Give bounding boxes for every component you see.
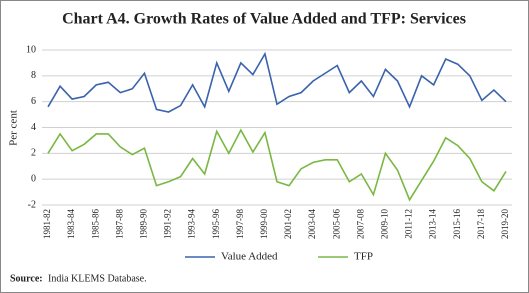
x-tick-label: 1987-88 xyxy=(114,209,124,239)
y-tick-label: 8 xyxy=(31,70,36,81)
x-tick-label: 2005-06 xyxy=(331,209,341,239)
y-tick-label: 2 xyxy=(31,148,36,159)
x-tick-label: 2003-04 xyxy=(307,209,317,239)
x-tick-label: 2011-12 xyxy=(404,209,414,239)
x-tick-label: 1993-94 xyxy=(187,209,197,239)
source-label: Source: xyxy=(10,273,43,284)
legend-label: TFP xyxy=(354,251,373,263)
chart-title: Chart A4. Growth Rates of Value Added an… xyxy=(62,11,466,28)
data-line xyxy=(47,51,507,113)
x-tick-label: 2001-02 xyxy=(283,209,293,239)
y-axis-label: Per cent xyxy=(8,110,20,146)
data-line xyxy=(47,128,507,202)
x-tick-label: 1985-86 xyxy=(90,209,100,239)
x-tick-label: 1983-84 xyxy=(66,209,76,239)
y-tick-label: 4 xyxy=(31,122,36,133)
x-tick-label: 1997-98 xyxy=(235,209,245,239)
x-tick-label: 2009-10 xyxy=(380,209,390,239)
y-tick-label: 10 xyxy=(26,44,36,55)
x-tick-label: 1981-82 xyxy=(42,209,52,239)
x-tick-label: 2013-14 xyxy=(428,209,438,239)
y-tick-label: 6 xyxy=(31,96,36,107)
x-tick-label: 2015-16 xyxy=(452,209,462,239)
x-tick-label: 1999-00 xyxy=(259,209,269,239)
x-tick-label: 2017-18 xyxy=(476,209,486,239)
x-tick-label: 1991-92 xyxy=(163,209,173,239)
y-tick-label: 0 xyxy=(31,173,36,184)
y-tick-label: -2 xyxy=(28,199,36,210)
x-tick-label: 1989-90 xyxy=(138,209,148,239)
x-tick-label: 1995-96 xyxy=(211,209,221,239)
x-tick-label: 2007-08 xyxy=(355,209,365,239)
legend-label: Value Added xyxy=(221,251,278,263)
x-tick-label: 2019-20 xyxy=(500,209,510,239)
source-text: India KLEMS Database. xyxy=(48,273,147,284)
